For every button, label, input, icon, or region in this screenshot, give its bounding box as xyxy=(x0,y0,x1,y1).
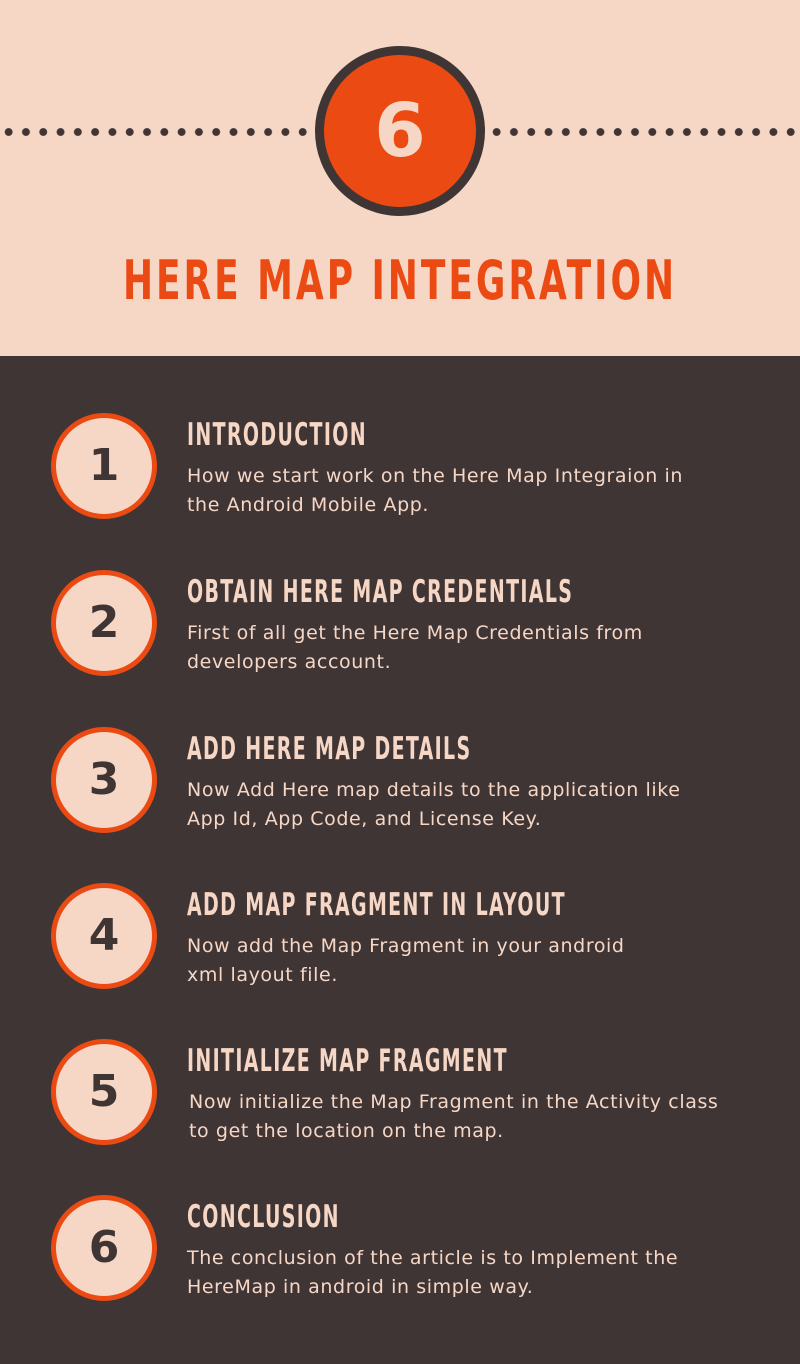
page-title: HERE MAP INTEGRATION xyxy=(122,249,678,312)
step-description: Now Add Here map details to the applicat… xyxy=(187,779,681,830)
step-description: The conclusion of the article is to Impl… xyxy=(187,1247,679,1298)
step-title: ADD MAP FRAGMENT IN LAYOUT xyxy=(187,887,566,923)
step-description: First of all get the Here Map Credential… xyxy=(187,622,643,673)
step-item-map-fragment-layout: 4 ADD MAP FRAGMENT IN LAYOUT Now add the… xyxy=(0,883,800,1003)
step-title: INITIALIZE MAP FRAGMENT xyxy=(187,1043,508,1079)
step-number-badge: 1 xyxy=(51,413,157,519)
step-title: INTRODUCTION xyxy=(187,417,367,453)
step-item-conclusion: 6 CONCLUSION The conclusion of the artic… xyxy=(0,1195,800,1315)
step-number-badge: 4 xyxy=(51,883,157,989)
step-number-badge: 2 xyxy=(51,570,157,676)
step-title: CONCLUSION xyxy=(187,1199,340,1235)
step-description: Now add the Map Fragment in your android… xyxy=(187,935,625,986)
step-item-credentials: 2 OBTAIN HERE MAP CREDENTIALS First of a… xyxy=(0,570,800,690)
header-section: 6 HERE MAP INTEGRATION xyxy=(0,0,800,356)
step-number-badge: 6 xyxy=(51,1195,157,1301)
step-count-badge: 6 xyxy=(315,46,485,216)
step-description: How we start work on the Here Map Integr… xyxy=(187,465,684,516)
step-title: ADD HERE MAP DETAILS xyxy=(187,731,472,767)
step-number-badge: 5 xyxy=(51,1039,157,1145)
step-item-introduction: 1 INTRODUCTION How we start work on the … xyxy=(0,413,800,533)
step-title: OBTAIN HERE MAP CREDENTIALS xyxy=(187,574,574,610)
step-description: Now initialize the Map Fragment in the A… xyxy=(189,1091,719,1142)
dotted-line-left xyxy=(0,127,318,137)
step-number-badge: 3 xyxy=(51,727,157,833)
dotted-line-right xyxy=(488,127,800,137)
step-item-initialize-fragment: 5 INITIALIZE MAP FRAGMENT Now initialize… xyxy=(0,1039,800,1159)
step-item-map-details: 3 ADD HERE MAP DETAILS Now Add Here map … xyxy=(0,727,800,847)
